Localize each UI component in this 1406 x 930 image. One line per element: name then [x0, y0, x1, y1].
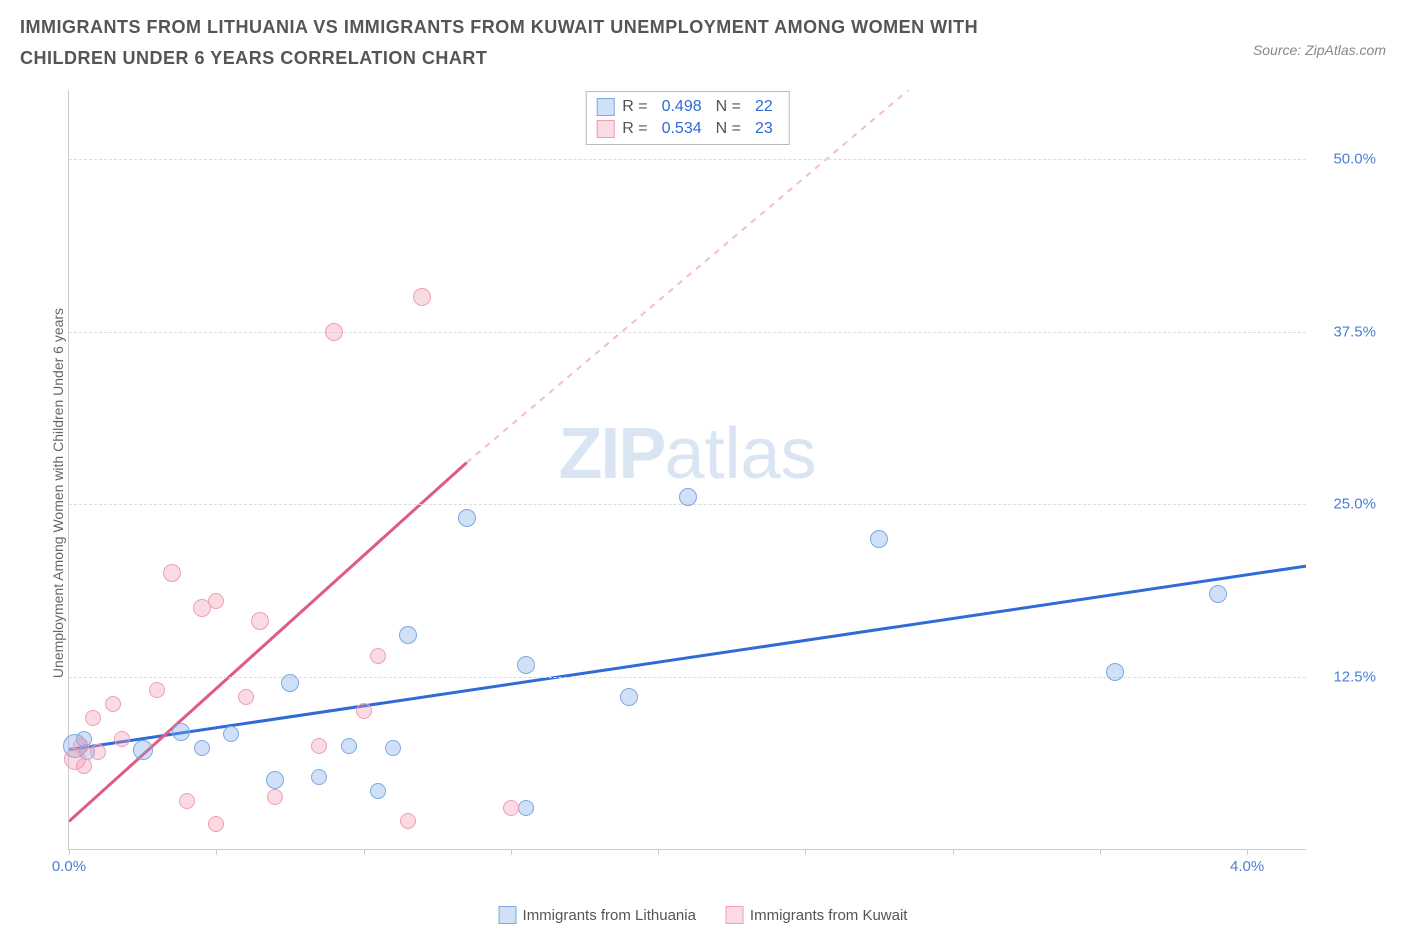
data-point — [194, 740, 210, 756]
swatch-lithuania — [596, 98, 614, 116]
x-tick — [953, 849, 954, 855]
chart-title: IMMIGRANTS FROM LITHUANIA VS IMMIGRANTS … — [20, 12, 1080, 73]
header: IMMIGRANTS FROM LITHUANIA VS IMMIGRANTS … — [0, 0, 1406, 73]
x-tick-label: 4.0% — [1230, 858, 1264, 875]
y-tick-label: 25.0% — [1316, 496, 1376, 513]
x-tick — [1100, 849, 1101, 855]
legend-item-kuwait: Immigrants from Kuwait — [726, 906, 908, 924]
stat-n-val-lithuania: 22 — [749, 98, 779, 116]
data-point — [870, 530, 888, 548]
stat-n-label: N = — [716, 120, 741, 138]
stat-n-label: N = — [716, 98, 741, 116]
data-point — [114, 731, 130, 747]
data-point — [90, 744, 106, 760]
data-point — [325, 323, 343, 341]
legend-stats-row-lithuania: R = 0.498 N = 22 — [596, 96, 779, 118]
data-point — [208, 593, 224, 609]
gridline-h — [69, 159, 1306, 160]
data-point — [133, 740, 153, 760]
swatch-lithuania — [499, 906, 517, 924]
data-point — [179, 793, 195, 809]
data-point — [1106, 663, 1124, 681]
stat-r-label: R = — [622, 98, 647, 116]
data-point — [370, 783, 386, 799]
data-point — [208, 816, 224, 832]
data-point — [620, 688, 638, 706]
stat-r-label: R = — [622, 120, 647, 138]
gridline-h — [69, 332, 1306, 333]
data-point — [172, 723, 190, 741]
data-point — [281, 674, 299, 692]
x-tick — [511, 849, 512, 855]
data-point — [413, 288, 431, 306]
x-tick — [1247, 849, 1248, 855]
watermark: ZIPatlas — [558, 413, 816, 495]
data-point — [76, 758, 92, 774]
plot-area: ZIPatlas R = 0.498 N = 22 R = 0.534 N = … — [68, 90, 1306, 850]
legend-label-kuwait: Immigrants from Kuwait — [750, 907, 908, 924]
data-point — [385, 740, 401, 756]
data-point — [238, 689, 254, 705]
data-point — [518, 800, 534, 816]
data-point — [311, 738, 327, 754]
data-point — [517, 656, 535, 674]
watermark-atlas: atlas — [664, 414, 816, 494]
stat-r-val-kuwait: 0.534 — [656, 120, 708, 138]
trend-lines — [69, 90, 1306, 849]
legend-stats: R = 0.498 N = 22 R = 0.534 N = 23 — [585, 91, 790, 145]
data-point — [356, 703, 372, 719]
data-point — [163, 564, 181, 582]
y-tick-label: 50.0% — [1316, 151, 1376, 168]
swatch-kuwait — [726, 906, 744, 924]
x-tick — [805, 849, 806, 855]
x-tick-label: 0.0% — [52, 858, 86, 875]
x-tick — [364, 849, 365, 855]
data-point — [149, 682, 165, 698]
legend-bottom: Immigrants from Lithuania Immigrants fro… — [499, 906, 908, 924]
y-tick-label: 37.5% — [1316, 323, 1376, 340]
legend-item-lithuania: Immigrants from Lithuania — [499, 906, 696, 924]
data-point — [399, 626, 417, 644]
data-point — [400, 813, 416, 829]
legend-stats-row-kuwait: R = 0.534 N = 23 — [596, 118, 779, 140]
stat-r-val-lithuania: 0.498 — [656, 98, 708, 116]
data-point — [341, 738, 357, 754]
data-point — [311, 769, 327, 785]
chart-container: Unemployment Among Women with Children U… — [48, 90, 1386, 880]
swatch-kuwait — [596, 120, 614, 138]
y-tick-label: 12.5% — [1316, 668, 1376, 685]
data-point — [223, 726, 239, 742]
data-point — [85, 710, 101, 726]
data-point — [267, 789, 283, 805]
data-point — [251, 612, 269, 630]
data-point — [679, 488, 697, 506]
y-axis-label: Unemployment Among Women with Children U… — [50, 308, 66, 678]
stat-n-val-kuwait: 23 — [749, 120, 779, 138]
data-point — [370, 648, 386, 664]
watermark-zip: ZIP — [558, 414, 664, 494]
source-attribution: Source: ZipAtlas.com — [1253, 12, 1386, 58]
x-tick — [658, 849, 659, 855]
data-point — [503, 800, 519, 816]
data-point — [105, 696, 121, 712]
data-point — [458, 509, 476, 527]
data-point — [1209, 585, 1227, 603]
x-tick — [216, 849, 217, 855]
x-tick — [69, 849, 70, 855]
data-point — [73, 738, 89, 754]
legend-label-lithuania: Immigrants from Lithuania — [523, 907, 696, 924]
data-point — [266, 771, 284, 789]
